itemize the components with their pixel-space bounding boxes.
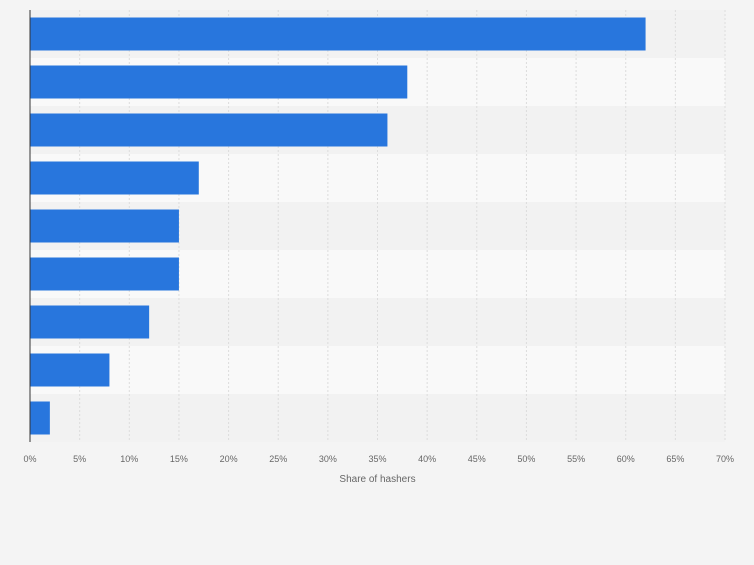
x-tick-label: 45%	[468, 454, 486, 464]
bar	[30, 161, 199, 195]
x-tick-label: 65%	[666, 454, 684, 464]
x-tick-label: 30%	[319, 454, 337, 464]
x-tick-label: 10%	[120, 454, 138, 464]
bar	[30, 113, 388, 147]
x-tick-label: 70%	[716, 454, 734, 464]
x-tick-label: 15%	[170, 454, 188, 464]
bar	[30, 353, 110, 387]
x-tick-label: 20%	[220, 454, 238, 464]
bar	[30, 257, 179, 291]
x-tick-label: 25%	[269, 454, 287, 464]
bar	[30, 209, 179, 243]
bars	[30, 17, 646, 435]
bar	[30, 401, 50, 435]
x-tick-labels: 0% 5% 10% 15% 20% 25% 30% 35% 40% 45% 50% 55% 60% 65%…	[23, 454, 734, 464]
x-tick-label: 55%	[567, 454, 585, 464]
x-tick-label: 50%	[517, 454, 535, 464]
x-tick-label: 0%	[23, 454, 36, 464]
x-tick-label: 5%	[73, 454, 86, 464]
bar	[30, 65, 408, 99]
x-tick-label: 35%	[368, 454, 386, 464]
bar	[30, 17, 646, 51]
x-tick-label: 60%	[617, 454, 635, 464]
bar	[30, 305, 150, 339]
x-tick-label: 40%	[418, 454, 436, 464]
x-axis-title: Share of hashers	[339, 474, 415, 485]
